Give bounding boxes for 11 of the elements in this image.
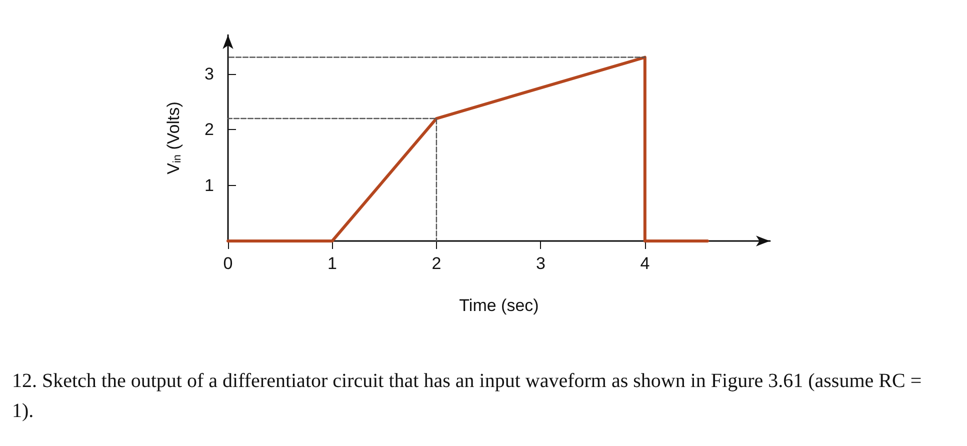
y-tick-label: 3 xyxy=(204,64,214,84)
x-tick-label: 2 xyxy=(432,254,442,273)
x-tick-label: 4 xyxy=(640,254,650,273)
x-tick-label: 3 xyxy=(536,254,546,273)
y-tick-label: 1 xyxy=(204,176,214,195)
y-tick-label: 2 xyxy=(204,120,214,140)
y-axis-title: Vin (Volts) xyxy=(164,102,184,174)
text: 12. Sketch the output of a differentiator circuit that has an input waveform as shown in Figure 3.61 (assume RC = 1). xyxy=(12,370,927,422)
x-axis-title: Time (sec) xyxy=(459,296,539,315)
x-tick-label: 1 xyxy=(327,254,337,273)
x-tick-label: 0 xyxy=(223,254,233,273)
